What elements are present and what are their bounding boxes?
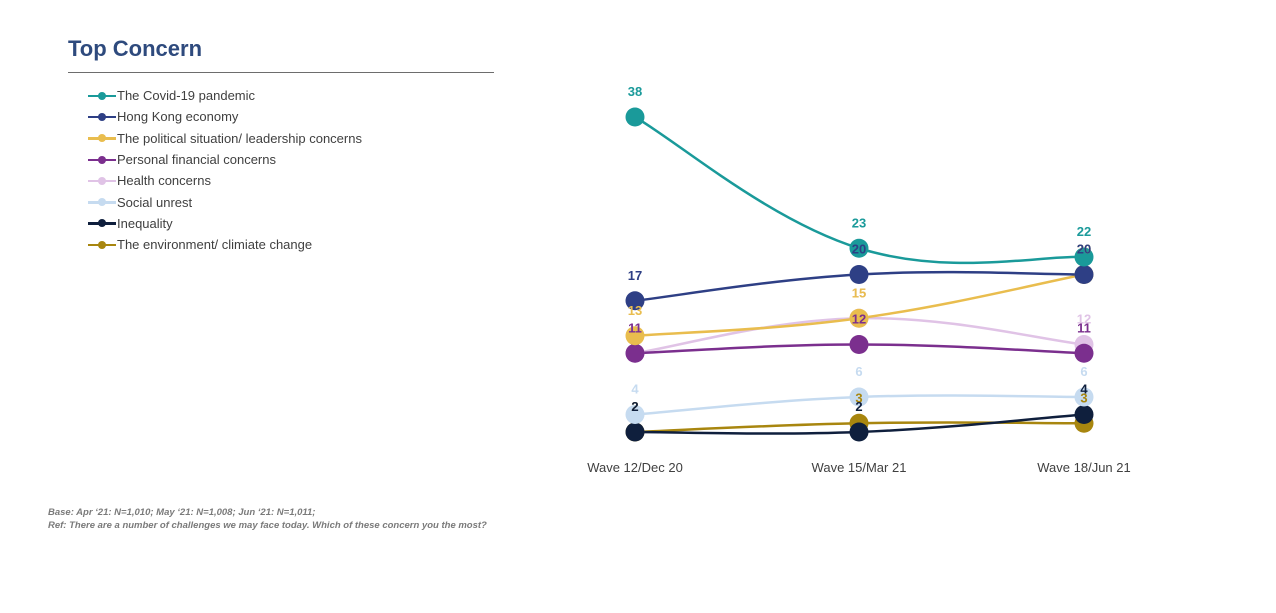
footnote-ref: Ref: There are a number of challenges we… bbox=[48, 520, 487, 531]
data-point bbox=[849, 387, 869, 407]
legend-swatch bbox=[88, 91, 116, 101]
x-tick-label: Wave 18/Jun 21 bbox=[1037, 460, 1130, 475]
data-label: 6 bbox=[1080, 364, 1087, 379]
data-label: 15 bbox=[852, 285, 866, 300]
data-label: 3 bbox=[855, 390, 862, 405]
legend-item: The environment/ climiate change bbox=[88, 234, 362, 255]
data-label: 22 bbox=[1077, 224, 1091, 239]
data-point bbox=[849, 422, 869, 442]
data-label: 38 bbox=[628, 84, 642, 99]
legend-item: Health concerns bbox=[88, 170, 362, 191]
legend-label: The political situation/ leadership conc… bbox=[117, 130, 362, 146]
data-point bbox=[849, 238, 869, 258]
legend-swatch bbox=[88, 240, 116, 250]
data-point bbox=[849, 265, 869, 284]
markers bbox=[625, 107, 1094, 442]
data-label: 3 bbox=[1080, 390, 1087, 405]
data-label: 2 bbox=[631, 399, 638, 414]
data-label: 20 bbox=[1077, 242, 1091, 257]
chart-title: Top Concern bbox=[68, 36, 203, 61]
data-label: 13 bbox=[628, 303, 642, 318]
legend-item: Hong Kong economy bbox=[88, 106, 362, 127]
data-label: 2 bbox=[631, 399, 638, 414]
legend-swatch bbox=[88, 197, 116, 207]
data-point bbox=[849, 335, 869, 354]
legend-item: Social unrest bbox=[88, 191, 362, 212]
footnote-base: Base: Apr ‘21: N=1,010; May ‘21: N=1,008… bbox=[48, 507, 316, 518]
data-point bbox=[1074, 405, 1094, 424]
data-label: 4 bbox=[631, 382, 639, 397]
data-point bbox=[625, 405, 645, 424]
data-point bbox=[1074, 343, 1094, 363]
data-label: 6 bbox=[855, 364, 862, 379]
data-point bbox=[625, 107, 645, 127]
x-tick-label: Wave 12/Dec 20 bbox=[587, 460, 683, 475]
legend-label: Health concerns bbox=[117, 173, 211, 189]
legend-label: Personal financial concerns bbox=[117, 152, 276, 168]
data-label: 23 bbox=[852, 215, 866, 230]
legend-label: Inequality bbox=[117, 215, 173, 231]
data-point bbox=[625, 422, 645, 442]
legend-item: The Covid-19 pandemic bbox=[88, 85, 362, 106]
title-divider bbox=[68, 72, 494, 73]
data-label: 11 bbox=[628, 320, 642, 335]
data-label: 11 bbox=[628, 320, 642, 335]
footnotes: Base: Apr ‘21: N=1,010; May ‘21: N=1,008… bbox=[48, 506, 487, 532]
legend-label: Social unrest bbox=[117, 194, 193, 210]
data-point bbox=[625, 343, 645, 363]
legend-label: The Covid-19 pandemic bbox=[117, 88, 256, 104]
legend-label: Hong Kong economy bbox=[117, 109, 239, 125]
legend-label: The environment/ climiate change bbox=[117, 237, 313, 253]
data-point bbox=[849, 308, 869, 328]
data-point bbox=[1074, 387, 1094, 407]
legend: The Covid-19 pandemic Hong Kong economy Th… bbox=[88, 85, 362, 255]
data-label: 11 bbox=[1077, 320, 1091, 335]
legend-item: The political situation/ leadership conc… bbox=[88, 128, 362, 149]
data-label: 17 bbox=[628, 268, 642, 283]
legend-swatch bbox=[88, 112, 116, 122]
data-label: 12 bbox=[852, 312, 866, 327]
legend-swatch bbox=[88, 218, 116, 228]
legend-item: Personal financial concerns bbox=[88, 149, 362, 170]
legend-swatch bbox=[88, 155, 116, 165]
data-label: 12 bbox=[1077, 312, 1091, 327]
data-label: 15 bbox=[852, 285, 866, 300]
data-label: 20 bbox=[852, 242, 866, 257]
data-label: 4 bbox=[1080, 382, 1088, 397]
legend-swatch bbox=[88, 133, 116, 143]
legend-item: Inequality bbox=[88, 213, 362, 234]
data-point bbox=[1074, 265, 1094, 284]
data-point bbox=[625, 326, 645, 346]
data-label: 20 bbox=[1077, 242, 1091, 257]
data-point bbox=[625, 291, 645, 311]
data-label: 2 bbox=[855, 399, 862, 414]
legend-swatch bbox=[88, 176, 116, 186]
data-point bbox=[1074, 247, 1094, 267]
x-tick-label: Wave 15/Mar 21 bbox=[812, 460, 907, 475]
